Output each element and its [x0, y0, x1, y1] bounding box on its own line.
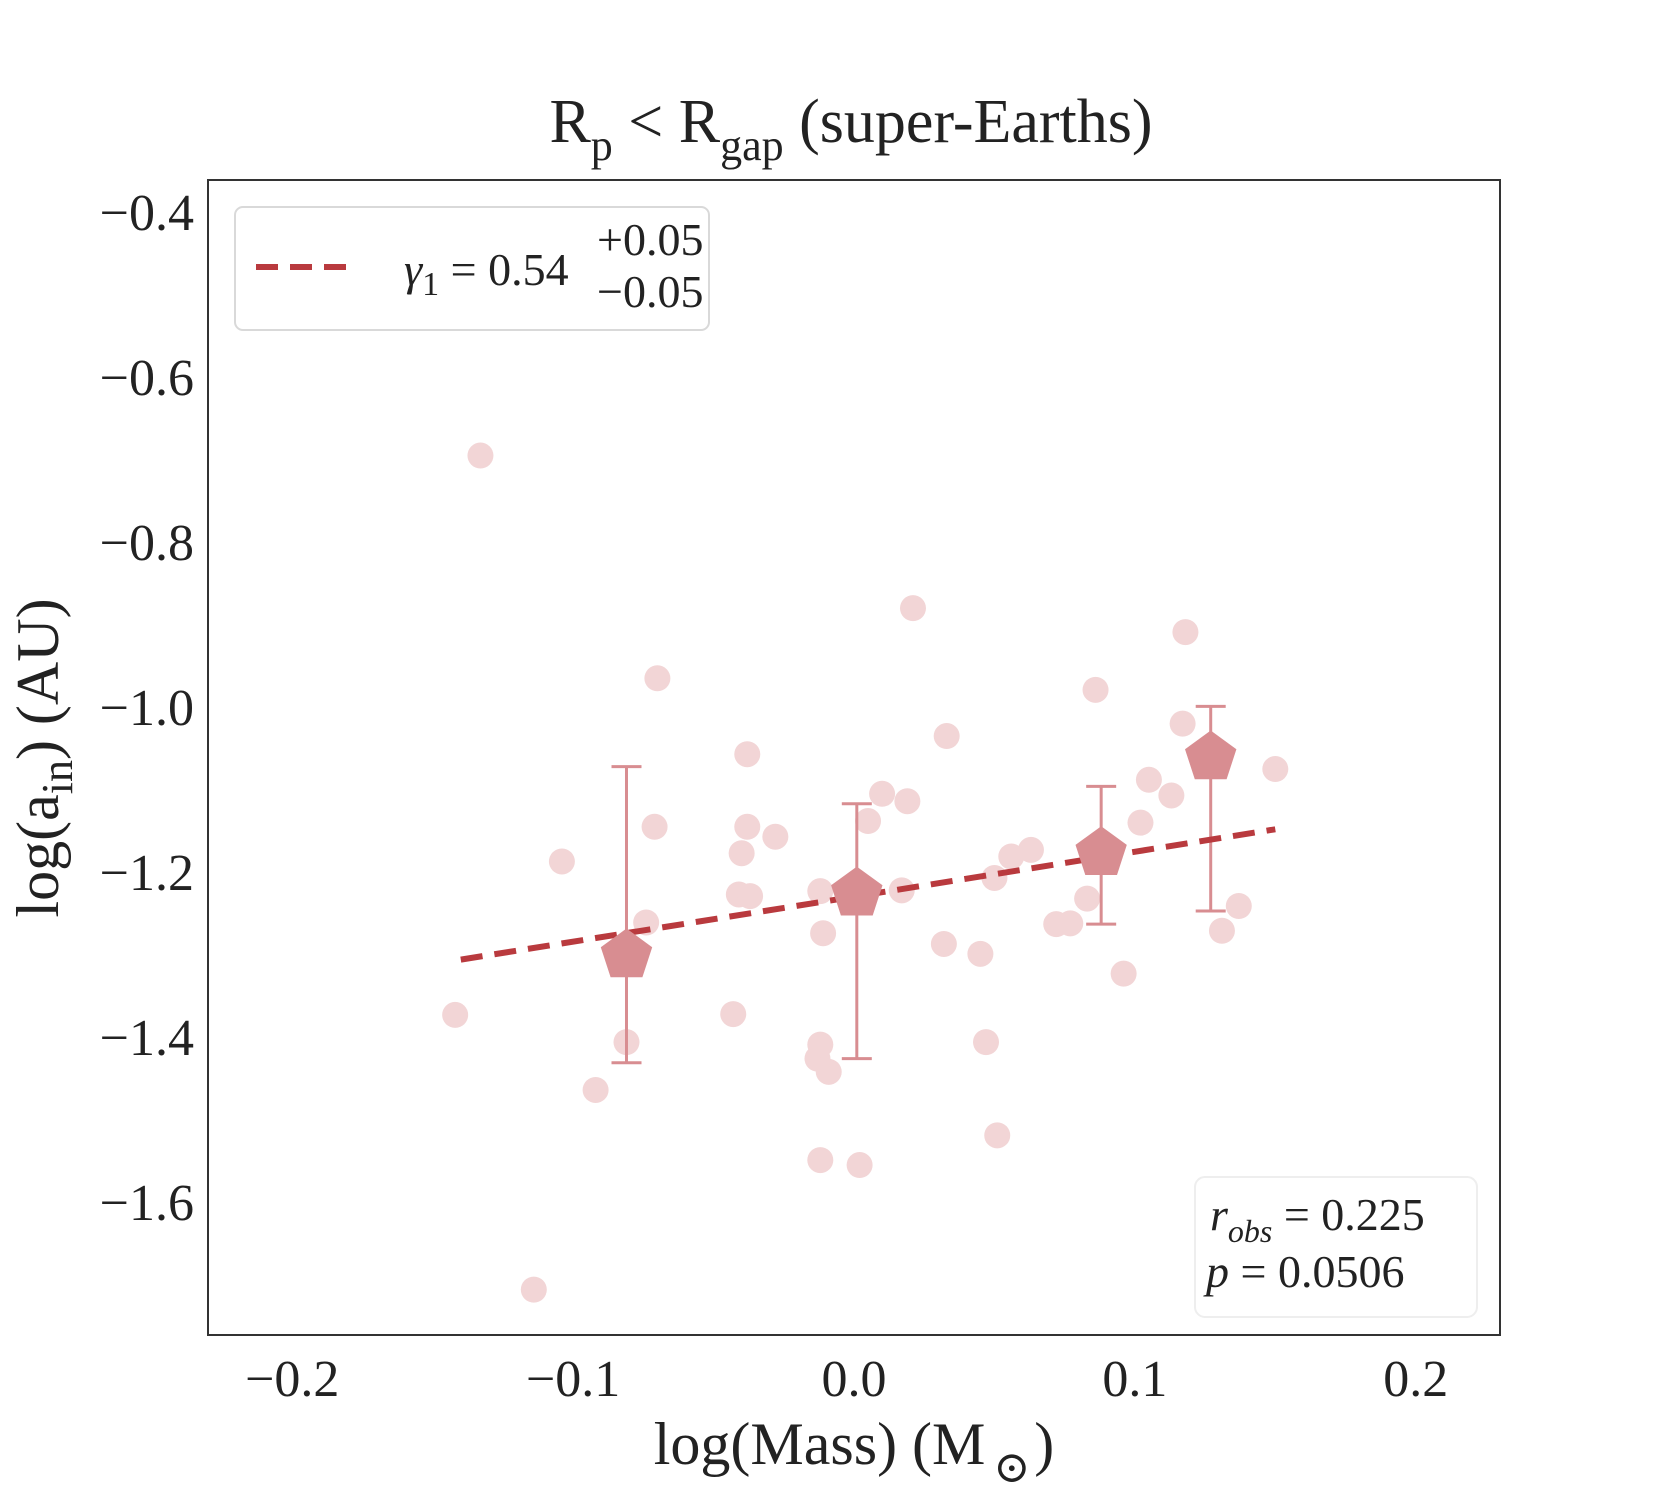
- binned-mean-marker: [1075, 826, 1127, 875]
- scatter-point: [810, 920, 837, 947]
- scatter-point: [855, 808, 882, 835]
- stats-box: robs = 0.225 p = 0.0506: [1194, 1176, 1478, 1318]
- stat-r-symbol: r: [1210, 1189, 1229, 1240]
- y-axis-ticks: −1.6 −1.4 −1.2 −1.0 −0.8 −0.6 −0.4: [100, 185, 194, 1232]
- title-sub1: p: [591, 121, 613, 170]
- scatter-point: [930, 930, 957, 957]
- ylabel-main: log(a: [5, 794, 71, 917]
- scatter-point: [762, 823, 789, 850]
- scatter-point: [1127, 809, 1154, 836]
- scatter-point: [720, 1001, 747, 1028]
- scatter-point: [1208, 917, 1235, 944]
- x-tick-label: 0.0: [822, 1351, 887, 1408]
- scatter-point: [984, 1122, 1011, 1149]
- stats-box-frame: [1194, 1176, 1478, 1318]
- scatter-point: [1262, 756, 1289, 783]
- scatter-point: [807, 1031, 834, 1058]
- legend-sub: −0.05: [597, 266, 703, 317]
- y-tick-label: −1.4: [100, 1010, 194, 1067]
- scatter-point: [1057, 910, 1084, 937]
- binned-mean-marker: [1185, 730, 1237, 780]
- scatter-point: [548, 848, 575, 875]
- scatter-point: [933, 723, 960, 750]
- scatter-point: [737, 883, 764, 910]
- scatter-point: [846, 1152, 873, 1179]
- scatter-point: [899, 595, 926, 622]
- scatter-point: [467, 442, 494, 469]
- x-tick-label: −0.2: [245, 1351, 339, 1408]
- legend-entry: γ1 = 0.54: [404, 244, 569, 303]
- title-sub2: gap: [720, 121, 784, 170]
- y-tick-label: −0.6: [100, 350, 194, 407]
- scatter-point: [1082, 676, 1109, 703]
- binned-means: [600, 730, 1237, 978]
- scatter-point: [1110, 960, 1137, 987]
- stat-r-sub: obs: [1228, 1213, 1272, 1249]
- scatter-point: [644, 665, 671, 692]
- scatter-point: [520, 1276, 547, 1303]
- scatter-point: [1074, 885, 1101, 912]
- y-axis-label: log(ain) (AU): [5, 598, 82, 917]
- title-main: R: [549, 88, 591, 156]
- ylabel-rest: ) (AU): [5, 598, 71, 760]
- stat-r-value: = 0.225: [1272, 1189, 1424, 1240]
- scatter-point: [1169, 710, 1196, 737]
- scatter-point: [641, 813, 668, 840]
- scatter-point: [894, 788, 921, 815]
- scatter-point: [734, 741, 761, 768]
- scatter-point: [734, 813, 761, 840]
- stat-p-symbol: p: [1203, 1246, 1229, 1297]
- y-tick-label: −0.4: [100, 185, 194, 242]
- stat-r: robs = 0.225: [1210, 1189, 1425, 1249]
- scatter-point: [998, 843, 1025, 870]
- xlabel-sub: ⊙: [993, 1443, 1030, 1492]
- x-tick-label: 0.1: [1102, 1351, 1167, 1408]
- legend-sup: +0.05: [597, 214, 703, 265]
- scatter-point: [1172, 619, 1199, 646]
- scatter-point: [973, 1029, 1000, 1056]
- scatter-point: [967, 940, 994, 967]
- legend: γ1 = 0.54 +0.05 −0.05: [234, 206, 710, 331]
- binned-mean-marker: [831, 866, 883, 916]
- scatter-point: [1158, 782, 1185, 809]
- y-tick-label: −0.8: [100, 515, 194, 572]
- legend-eq: = 0.54: [439, 244, 568, 295]
- x-tick-label: 0.2: [1383, 1351, 1448, 1408]
- scatter-point: [1225, 893, 1252, 919]
- scatter-point: [582, 1076, 609, 1103]
- xlabel-close: ): [1034, 1411, 1054, 1477]
- legend-gamma-sub: 1: [422, 266, 439, 303]
- y-tick-label: −1.6: [100, 1175, 194, 1232]
- x-axis-label: log(Mass) (M ⊙): [654, 1411, 1055, 1492]
- chart-title: Rp < Rgap (super-Earths): [549, 88, 1152, 170]
- scatter-point: [1135, 766, 1162, 793]
- error-bar: [611, 765, 642, 1065]
- y-tick-label: −1.0: [100, 680, 194, 737]
- title-rest: (super-Earths): [784, 88, 1153, 156]
- ylabel-sub: in: [33, 760, 82, 794]
- scatter-point: [442, 1001, 469, 1028]
- scatter-point: [869, 780, 896, 807]
- x-axis-ticks: −0.2 −0.1 0.0 0.1 0.2: [245, 1351, 1448, 1408]
- y-tick-label: −1.2: [100, 845, 194, 902]
- legend-gamma: γ: [404, 244, 424, 295]
- title-op: < R: [613, 88, 721, 156]
- scatter-point: [815, 1058, 842, 1085]
- plot-area: [207, 179, 1501, 1336]
- scatter-point: [728, 840, 755, 867]
- scatter-point: [807, 1147, 834, 1174]
- scatter-points: [442, 442, 1289, 1303]
- x-tick-label: −0.1: [526, 1351, 620, 1408]
- legend-box: [234, 206, 710, 331]
- binned-mean-marker: [600, 928, 653, 978]
- stat-p: p = 0.0506: [1203, 1246, 1404, 1297]
- scatter-point: [807, 878, 834, 905]
- error-bar: [841, 802, 872, 1061]
- scatter-point: [1017, 836, 1044, 863]
- xlabel-main: log(Mass) (M: [654, 1411, 986, 1477]
- stat-p-value: = 0.0506: [1229, 1246, 1404, 1297]
